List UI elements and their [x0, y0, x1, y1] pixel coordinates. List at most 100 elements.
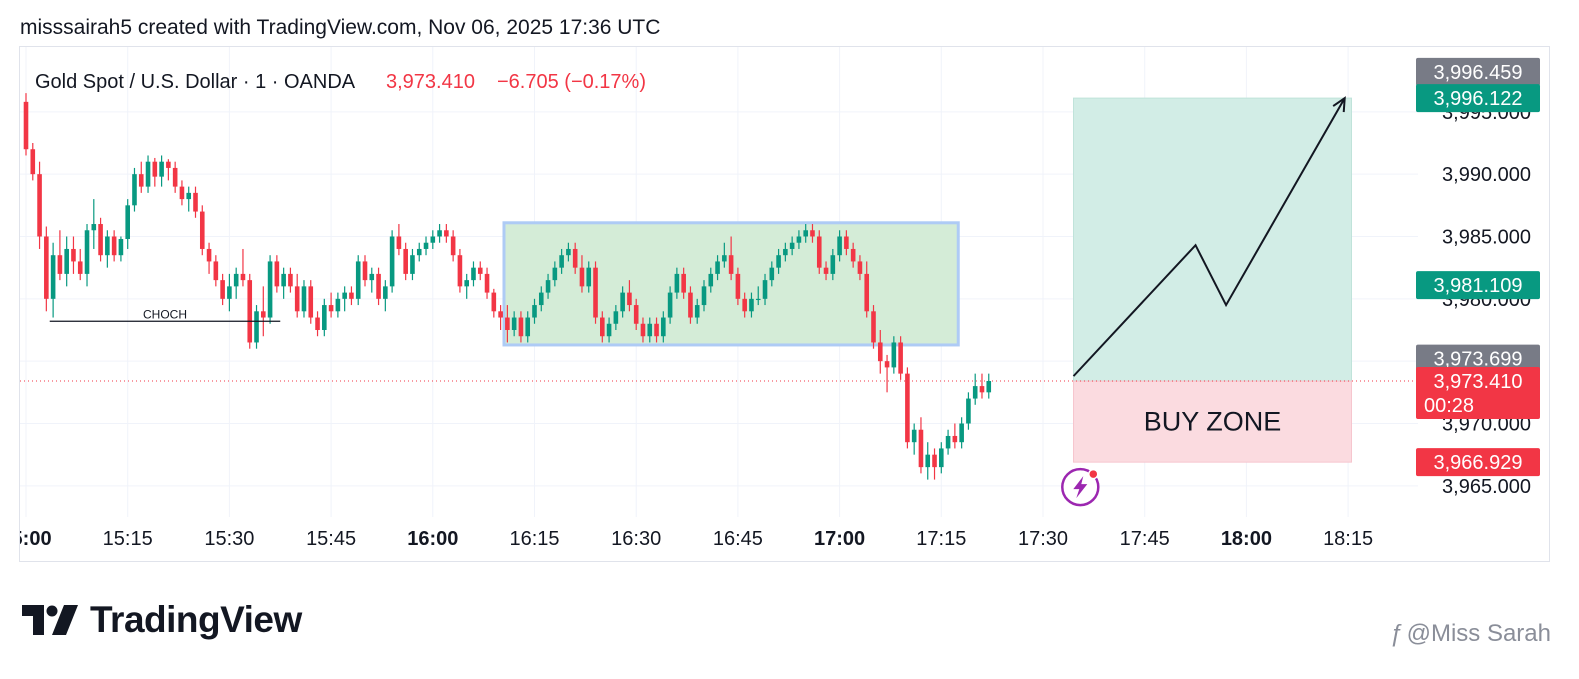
candle-body	[98, 224, 103, 256]
candle	[132, 167, 137, 212]
candle-body	[71, 248, 76, 262]
candle	[37, 161, 42, 249]
time-tick-label: 16:45	[713, 528, 763, 550]
candle-body	[769, 267, 775, 281]
candle-body	[810, 230, 815, 237]
candle	[254, 305, 259, 349]
candle	[172, 161, 178, 193]
candle-body	[925, 454, 931, 468]
candle	[939, 442, 944, 474]
candle	[742, 292, 747, 318]
candle	[511, 311, 517, 337]
time-axis[interactable]: 15:00 15:15 15:30 15:45 16:00 16:15 16:30 16:45…	[20, 528, 1373, 550]
candle-body	[484, 273, 490, 293]
candle	[498, 305, 503, 330]
candle	[50, 242, 56, 318]
time-tick-label: 17:15	[916, 528, 966, 550]
candle-body	[905, 373, 910, 443]
lightning-icon	[1073, 476, 1088, 499]
candle-body	[369, 273, 375, 281]
candle-body	[545, 280, 551, 293]
candle	[227, 273, 232, 312]
candle	[505, 305, 510, 343]
candle-body	[674, 273, 680, 293]
price-tick-label: 3,970.000	[1442, 413, 1531, 435]
candle	[762, 273, 768, 306]
candle-body	[796, 236, 802, 243]
candle-body	[627, 292, 632, 306]
candle	[803, 224, 808, 243]
price-badge-text: 3,966.929	[1434, 452, 1523, 474]
candle-body	[328, 305, 334, 312]
price-axis[interactable]: 3,965.0003,970.0003,975.0003,980.0003,98…	[1416, 57, 1540, 498]
price-tick-label: 3,990.000	[1442, 164, 1531, 186]
tradingview-logo[interactable]: TradingView	[22, 598, 302, 642]
lightning-event-icon[interactable]	[1061, 467, 1100, 507]
candle	[206, 242, 212, 274]
candle	[410, 248, 415, 281]
candles	[23, 93, 992, 480]
time-tick-label: 15:15	[103, 528, 153, 550]
candle	[233, 267, 239, 299]
candle-body	[715, 261, 720, 274]
candle-body	[776, 255, 781, 268]
candle	[783, 242, 788, 262]
candle-body	[281, 273, 286, 287]
candle	[288, 267, 293, 293]
loss-zone	[1073, 380, 1352, 463]
candle	[355, 255, 361, 306]
candle-body	[138, 174, 144, 187]
candle	[159, 155, 164, 187]
candle	[640, 317, 646, 343]
tradingview-logo-text: TradingView	[90, 599, 302, 640]
chart-credit: misssairah5 created with TradingView.com…	[20, 16, 661, 39]
candle	[294, 273, 300, 318]
candle	[945, 429, 951, 455]
candle-body	[23, 101, 29, 150]
candle-body	[349, 292, 354, 299]
candle-body	[559, 255, 564, 268]
candle	[450, 230, 456, 262]
candle	[857, 255, 863, 281]
candle-body	[749, 298, 754, 312]
candle	[23, 93, 29, 156]
candle-body	[416, 248, 422, 256]
candle-body	[755, 298, 761, 301]
candle	[193, 186, 198, 218]
price-tick-label: 3,985.000	[1442, 226, 1531, 248]
candle-body	[254, 311, 259, 343]
price-badge: 3,981.109	[1416, 271, 1540, 300]
candle	[661, 311, 666, 343]
candle-body	[159, 161, 164, 177]
candle	[138, 161, 144, 193]
candle-body	[111, 236, 117, 256]
price-badge: 3,996.459	[1416, 57, 1540, 86]
candle-body	[227, 286, 232, 299]
candle	[823, 261, 829, 281]
candle-body	[335, 298, 341, 312]
candle-body	[728, 255, 734, 274]
candle-body	[647, 323, 653, 337]
price-badge-text: 3,996.459	[1434, 62, 1523, 84]
candle	[186, 186, 192, 212]
candle	[776, 248, 781, 274]
candle-body	[57, 255, 63, 274]
candle-body	[620, 292, 625, 312]
candle-body	[844, 236, 849, 249]
price-badge-text: 3,973.410	[1434, 371, 1523, 393]
candle-body	[84, 230, 90, 274]
candle	[979, 373, 985, 399]
candle	[600, 311, 605, 343]
candle-body	[213, 261, 219, 281]
candle-body	[233, 273, 239, 287]
candle	[342, 286, 347, 312]
candle-body	[362, 261, 368, 281]
candle-body	[898, 342, 903, 374]
candle	[118, 236, 124, 262]
time-tick-label: 17:45	[1120, 528, 1170, 550]
candle	[566, 242, 571, 262]
candle	[416, 242, 422, 262]
candle-body	[911, 429, 917, 443]
